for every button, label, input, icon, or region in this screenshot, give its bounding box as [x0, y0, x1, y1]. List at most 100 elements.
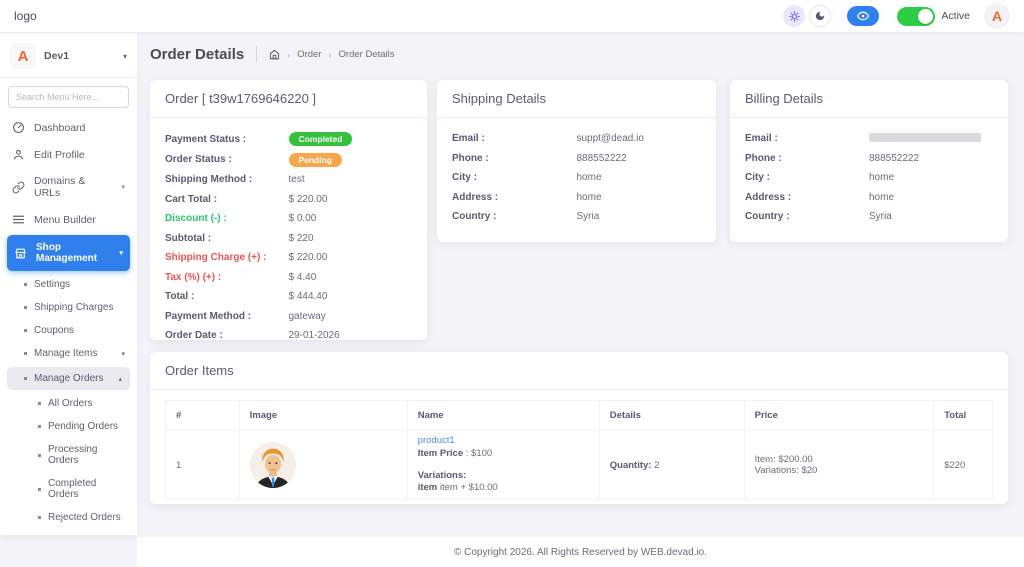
preview-site-button[interactable]	[847, 6, 880, 26]
row-value: Syria	[869, 211, 892, 222]
sidebar-item-settings[interactable]: Settings	[0, 273, 137, 296]
active-toggle[interactable]	[897, 6, 936, 26]
row-value: home	[576, 172, 602, 183]
row-value: home	[869, 172, 895, 183]
row-label: Country :	[452, 211, 497, 222]
sidebar-item-manage-orders[interactable]: Manage Orders ▴	[7, 367, 130, 390]
billing-card-body: Email : Phone : 888552222 City : home Ad…	[730, 118, 1008, 244]
chevron-right-icon: ›	[328, 49, 332, 60]
sidebar-item-completed-orders[interactable]: Completed Orders	[0, 472, 137, 506]
breadcrumb-order[interactable]: Order	[297, 49, 322, 60]
order-date-row: Order Date : 29-01-2026	[165, 329, 412, 342]
sidebar-item-report[interactable]: Report	[0, 529, 137, 535]
main-content: Order Details › Order › Order Details Or…	[137, 33, 1024, 567]
menu-icon	[12, 213, 25, 226]
light-theme-button[interactable]	[783, 5, 806, 27]
breadcrumb: › Order › Order Details	[269, 49, 394, 60]
cell-image	[238, 429, 408, 501]
cell-total: $220	[933, 429, 993, 501]
sidebar-item-dashboard[interactable]: Dashboard	[0, 114, 137, 141]
sidebar-item-menu-builder[interactable]: Menu Builder	[0, 206, 137, 233]
sidebar-item-label: Completed Orders	[48, 478, 97, 500]
chevron-right-icon: ›	[287, 49, 291, 60]
variation-value: item + $10.00	[437, 482, 498, 494]
workspace-selector[interactable]: A Dev1 ▾	[0, 33, 137, 77]
sidebar-item-shop-management[interactable]: Shop Management ▾	[7, 235, 130, 271]
row-value: test	[288, 174, 305, 185]
row-label: City :	[745, 172, 770, 183]
billing-card-title: Billing Details	[730, 80, 1008, 118]
sidebar-item-pending-orders[interactable]: Pending Orders	[0, 415, 137, 438]
row-value: home	[869, 191, 895, 203]
city-row: City : home	[745, 171, 993, 184]
cell-price: Item: $200.00 Variations: $20	[743, 429, 935, 501]
sidebar-item-domains-urls[interactable]: Domains & URLs ▾	[0, 168, 137, 206]
row-label: Email :	[745, 133, 778, 144]
email-row: Email : suppt@dead.io	[452, 132, 701, 145]
row-label: Address :	[452, 191, 499, 203]
country-row: Country : Syria	[745, 210, 993, 223]
order-status-row: Order Status : Pending	[165, 152, 412, 167]
item-price-label: Item Price	[417, 447, 464, 459]
home-icon[interactable]	[269, 49, 280, 60]
moon-icon	[815, 11, 825, 21]
search-menu-input[interactable]	[8, 86, 129, 108]
address-row: Address : home	[745, 191, 993, 204]
sidebar-item-rejected-orders[interactable]: Rejected Orders	[0, 506, 137, 529]
row-label: Address :	[745, 191, 792, 203]
row-value: $ 444.40	[288, 291, 328, 302]
status-badge: Completed	[288, 132, 353, 146]
col-header-details: Details	[598, 400, 745, 431]
col-header-image: Image	[238, 400, 408, 431]
chevron-down-icon: ▾	[122, 51, 127, 61]
dark-theme-button[interactable]	[809, 5, 832, 27]
link-icon	[12, 181, 25, 194]
col-header-name: Name	[406, 400, 600, 431]
sidebar-item-label: Shipping Charges	[34, 302, 114, 313]
sidebar-item-label: Manage Items	[34, 348, 98, 359]
city-row: City : home	[452, 171, 701, 184]
row-value: 888552222	[869, 152, 920, 164]
sidebar-item-label: Processing Orders	[48, 444, 98, 466]
cell-details: Quantity: 2	[598, 429, 745, 501]
sidebar-item-all-orders[interactable]: All Orders	[0, 392, 137, 415]
sidebar-item-processing-orders[interactable]: Processing Orders	[0, 438, 137, 472]
bullet-icon	[24, 306, 27, 309]
row-value: 888552222	[576, 152, 627, 164]
user-icon	[12, 148, 25, 161]
country-row: Country : Syria	[452, 210, 701, 223]
bullet-icon	[38, 487, 41, 491]
shipping-card-title: Shipping Details	[437, 80, 716, 118]
sidebar-item-label: Manage Orders	[34, 373, 104, 384]
dashboard-icon	[12, 121, 25, 134]
sidebar-item-manage-items[interactable]: Manage Items ▾	[0, 342, 137, 365]
sidebar-item-edit-profile[interactable]: Edit Profile	[0, 141, 137, 168]
sidebar-item-label: Pending Orders	[48, 421, 119, 432]
sidebar-item-label: Edit Profile	[34, 148, 85, 161]
row-value	[869, 132, 993, 145]
order-items-title: Order Items	[150, 352, 1008, 390]
user-avatar[interactable]: A	[984, 3, 1010, 29]
phone-row: Phone : 888552222	[745, 152, 993, 165]
variations-label: Variations:	[417, 469, 467, 481]
bullet-icon	[38, 516, 41, 519]
tax-row: Tax (%) (+) : $ 4.40	[165, 271, 412, 284]
active-toggle-label: Active	[941, 10, 970, 22]
payment-method-row: Payment Method : gateway	[165, 310, 412, 323]
eye-icon	[857, 10, 870, 22]
product-link[interactable]: product1	[417, 435, 455, 446]
price-item-line: Item: $200.00	[754, 454, 813, 466]
row-label: Total :	[165, 291, 195, 302]
sidebar-divider	[0, 77, 137, 78]
row-value: Completed	[288, 132, 413, 146]
billing-details-card: Billing Details Email : Phone : 88855222…	[730, 80, 1008, 242]
sidebar-item-shipping-charges[interactable]: Shipping Charges	[0, 296, 137, 319]
bullet-icon	[24, 377, 27, 380]
sidebar-item-coupons[interactable]: Coupons	[0, 319, 137, 342]
bullet-icon	[38, 453, 41, 457]
order-items-table: # Image Name Details Price Total 1	[165, 400, 993, 501]
row-label: Tax (%) (+) :	[165, 271, 222, 283]
payment-status-row: Payment Status : Completed	[165, 132, 412, 146]
order-items-body: # Image Name Details Price Total 1	[150, 390, 1008, 510]
cell-index: 1	[165, 429, 240, 501]
